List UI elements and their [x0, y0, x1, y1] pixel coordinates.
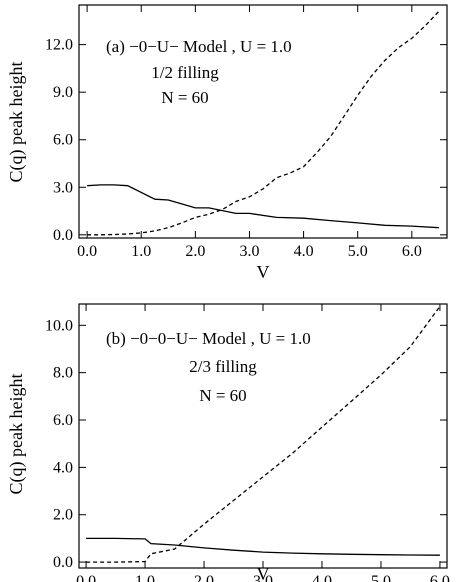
- x-tick-label: 2.0: [194, 573, 214, 582]
- y-tick-label: 8.0: [53, 365, 73, 382]
- x-tick-label: 2.0: [185, 243, 205, 260]
- plot-frame: [78, 4, 448, 239]
- x-tick-label: 5.0: [371, 573, 391, 582]
- annotation: N = 60: [161, 88, 208, 107]
- x-tick-label: 4.0: [294, 243, 314, 260]
- x-tick-label: 0.0: [76, 573, 96, 582]
- x-tick-label: 4.0: [312, 573, 332, 582]
- x-tick-label: 0.0: [77, 243, 97, 260]
- x-axis-label: V: [257, 564, 270, 582]
- x-tick-label: 6.0: [402, 243, 422, 260]
- y-tick-label: 3.0: [53, 179, 73, 196]
- x-tick-label: 3.0: [239, 243, 259, 260]
- annotation: (b) −0−0−U− Model , U = 1.0: [106, 329, 311, 348]
- series-line-dashed: [87, 10, 440, 236]
- y-axis-label: C(q) peak height: [6, 374, 27, 495]
- y-tick-label: 4.0: [53, 459, 73, 476]
- y-axis-label: C(q) peak height: [6, 62, 27, 183]
- y-tick-label: 10.0: [45, 317, 73, 334]
- y-tick-label: 9.0: [53, 84, 73, 101]
- annotation: 2/3 filling: [189, 357, 257, 376]
- x-axis-label: V: [257, 262, 270, 282]
- annotation: (a) −0−U− Model , U = 1.0: [106, 37, 292, 56]
- panel-b: 0.0 1.0 2.0 3.0 4.0 5.0 6.0 0.0 2.0 4.0 6.0 8.0 10.0…: [6, 303, 450, 582]
- y-tick-label: 6.0: [53, 412, 73, 429]
- panel-a: 0.0 1.0 2.0 3.0 4.0 5.0 6.0 0.0 3.0 6.0 9.0 12.0 V C(…: [6, 4, 448, 282]
- y-tick-label: 0.0: [53, 227, 73, 244]
- y-tick-label: 6.0: [53, 132, 73, 149]
- y-tick-label: 12.0: [45, 37, 73, 54]
- x-tick-label: 5.0: [348, 243, 368, 260]
- annotation: N = 60: [199, 386, 246, 405]
- y-tick-label: 2.0: [53, 507, 73, 524]
- x-tick-label: 1.0: [135, 573, 155, 582]
- x-tick-label: 6.0: [430, 573, 450, 582]
- series-line-solid: [86, 537, 440, 556]
- annotation: 1/2 filling: [151, 63, 219, 82]
- y-tick-label: 0.0: [53, 554, 73, 571]
- x-tick-label: 3.0: [253, 573, 273, 582]
- x-tick-label: 1.0: [131, 243, 151, 260]
- series-line-solid: [87, 184, 439, 229]
